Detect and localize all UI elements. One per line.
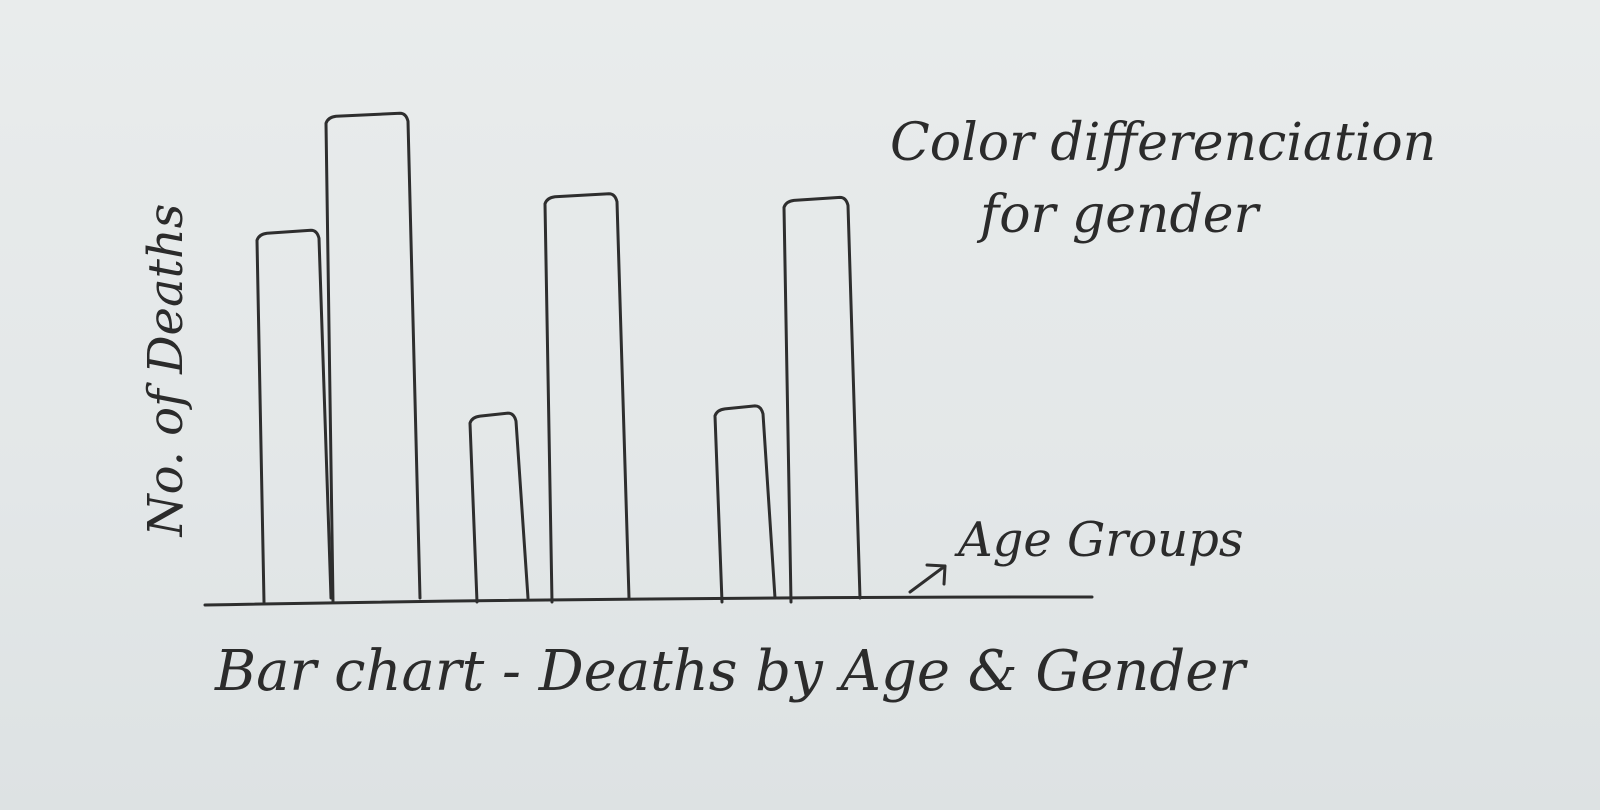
bar-4 (543, 192, 631, 604)
bars-group (255, 111, 862, 604)
annotation-note-line-2: for gender (976, 185, 1262, 245)
bar-6 (782, 195, 862, 604)
bar-1 (255, 228, 333, 604)
y-axis-label: No. of Deaths (138, 204, 194, 538)
annotation-note: Color differenciation for gender (890, 113, 1453, 245)
bar-2 (324, 111, 422, 604)
annotation-note-line-1: Color differenciation (890, 113, 1436, 173)
bar-5 (713, 404, 777, 604)
chart-title: Bar chart - Deaths by Age & Gender (214, 639, 1248, 704)
x-axis-arrow (908, 563, 947, 594)
x-axis-line (203, 595, 1094, 607)
x-axis-label: Age Groups (954, 512, 1244, 568)
bar-3 (468, 411, 530, 604)
